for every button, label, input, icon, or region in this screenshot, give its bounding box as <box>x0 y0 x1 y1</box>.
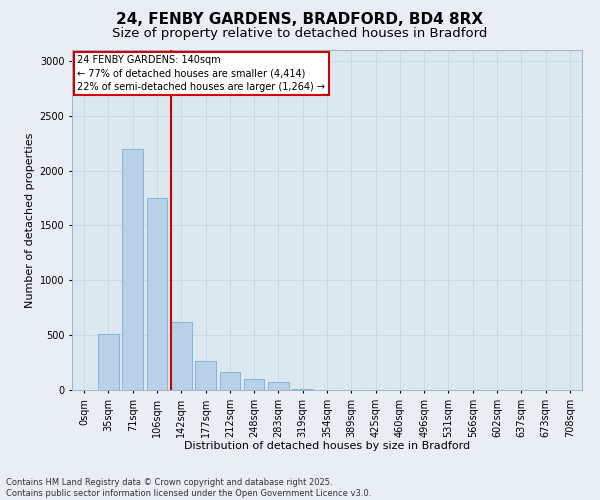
Text: 24, FENBY GARDENS, BRADFORD, BD4 8RX: 24, FENBY GARDENS, BRADFORD, BD4 8RX <box>116 12 484 28</box>
Bar <box>171 322 191 390</box>
Bar <box>220 372 240 390</box>
Bar <box>268 382 289 390</box>
Bar <box>292 389 313 390</box>
Bar <box>122 148 143 390</box>
Text: 24 FENBY GARDENS: 140sqm
← 77% of detached houses are smaller (4,414)
22% of sem: 24 FENBY GARDENS: 140sqm ← 77% of detach… <box>77 55 325 92</box>
Text: Contains HM Land Registry data © Crown copyright and database right 2025.
Contai: Contains HM Land Registry data © Crown c… <box>6 478 371 498</box>
Y-axis label: Number of detached properties: Number of detached properties <box>25 132 35 308</box>
Bar <box>195 362 216 390</box>
Text: Size of property relative to detached houses in Bradford: Size of property relative to detached ho… <box>112 28 488 40</box>
X-axis label: Distribution of detached houses by size in Bradford: Distribution of detached houses by size … <box>184 441 470 451</box>
Bar <box>146 198 167 390</box>
Bar <box>244 379 265 390</box>
Bar <box>98 334 119 390</box>
